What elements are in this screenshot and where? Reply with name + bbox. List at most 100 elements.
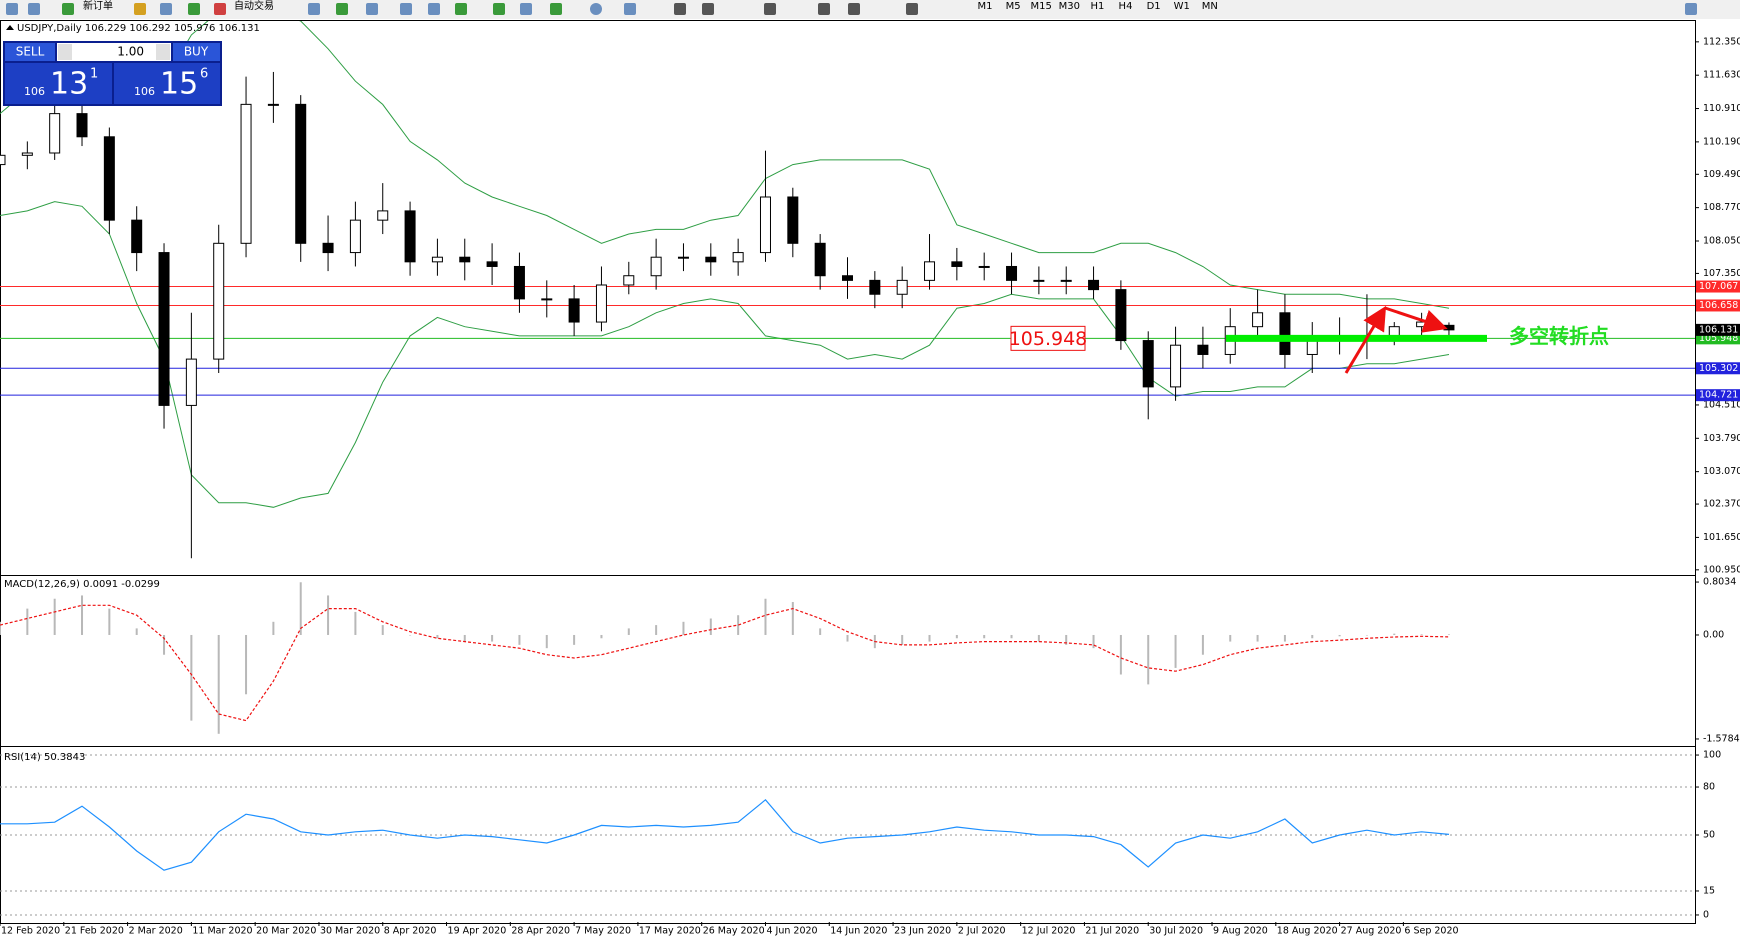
candle-body: [650, 256, 662, 277]
macd-bar: [53, 598, 56, 635]
timeframe[interactable]: MN: [1202, 1, 1218, 12]
timeframe[interactable]: M15: [1031, 1, 1052, 12]
x-tick-label: 12 Feb 2020: [1, 926, 60, 937]
bid-box[interactable]: [5, 63, 112, 104]
x-tick-label: 21 Feb 2020: [65, 926, 124, 937]
macd-bar: [1119, 634, 1122, 675]
collapse-icon[interactable]: [6, 25, 14, 30]
candle-body: [76, 113, 88, 138]
icon[interactable]: [520, 3, 532, 15]
lot-value[interactable]: 1.00: [117, 45, 144, 59]
candle-body: [349, 219, 361, 254]
macd-bar: [518, 634, 521, 645]
ask-box[interactable]: [114, 63, 220, 104]
y-tick-label: 107.350: [1703, 268, 1740, 279]
x-tick-label: 26 May 2020: [703, 926, 765, 937]
icon[interactable]: [1685, 3, 1697, 15]
icon[interactable]: [550, 3, 562, 15]
sell-button[interactable]: [5, 43, 55, 61]
candle-body: [431, 256, 443, 263]
macd-bar: [1147, 634, 1150, 685]
y-tick-label: 80: [1703, 782, 1715, 793]
macd-bar: [190, 634, 193, 721]
level-tag-label: 105.948: [1699, 333, 1738, 344]
candle-body: [1170, 344, 1182, 388]
icon[interactable]: [6, 3, 18, 15]
timeframe[interactable]: M5: [1006, 1, 1021, 12]
candle-body: [1006, 265, 1018, 281]
y-tick-label: 101.650: [1703, 532, 1740, 543]
candle-body: [459, 256, 471, 263]
icon[interactable]: [818, 3, 830, 15]
macd-bar: [791, 602, 794, 635]
y-tick-label: 109.490: [1703, 169, 1740, 180]
macd-bar: [1174, 634, 1177, 668]
icon[interactable]: [702, 3, 714, 15]
icon[interactable]: [624, 3, 636, 15]
icon[interactable]: [906, 3, 918, 15]
icon[interactable]: [336, 3, 348, 15]
bollinger-band: [0, 201, 1450, 508]
icon[interactable]: [188, 3, 200, 15]
candle-body: [185, 358, 197, 406]
x-tick-label: 2 Jul 2020: [958, 926, 1006, 937]
macd-bar: [1283, 634, 1286, 642]
icon[interactable]: [214, 3, 226, 15]
icon[interactable]: [308, 3, 320, 15]
macd-bar: [1447, 634, 1450, 635]
macd-bar: [928, 634, 931, 642]
icon[interactable]: [428, 3, 440, 15]
buy-label[interactable]: BUY: [184, 45, 209, 59]
timeframe[interactable]: M1: [978, 1, 993, 12]
icon[interactable]: [28, 3, 40, 15]
macd-bar: [135, 628, 138, 635]
icon[interactable]: [590, 3, 602, 15]
macd-bar: [409, 634, 412, 636]
candle-body: [814, 242, 826, 277]
icon[interactable]: [674, 3, 686, 15]
macd-bar: [901, 634, 904, 645]
timeframe[interactable]: M30: [1059, 1, 1080, 12]
icon[interactable]: [62, 3, 74, 15]
icon[interactable]: [134, 3, 146, 15]
icon[interactable]: [764, 3, 776, 15]
timeframe[interactable]: D1: [1147, 1, 1161, 12]
buy-button[interactable]: [173, 43, 220, 61]
macd-bar: [1393, 633, 1396, 635]
toolbar-button[interactable]: 自动交易: [234, 0, 274, 12]
icon[interactable]: [848, 3, 860, 15]
sell-label[interactable]: SELL: [16, 45, 45, 59]
x-tick-label: 8 Apr 2020: [384, 926, 437, 937]
timeframe[interactable]: W1: [1174, 1, 1190, 12]
macd-bar: [737, 615, 740, 635]
bid-sup: 1: [90, 67, 98, 82]
candle-body: [623, 275, 635, 286]
icon[interactable]: [455, 3, 467, 15]
lot-input[interactable]: [57, 43, 171, 61]
spin-up[interactable]: [156, 44, 170, 60]
candle-body: [568, 298, 580, 323]
candle-body: [677, 256, 689, 259]
spin-down[interactable]: [58, 44, 72, 60]
x-tick-label: 6 Sep 2020: [1404, 926, 1458, 937]
candle-body: [842, 275, 853, 281]
icon[interactable]: [366, 3, 378, 15]
icon[interactable]: [493, 3, 505, 15]
macd-bar: [436, 634, 439, 639]
icon[interactable]: [400, 3, 412, 15]
rsi-title: RSI(14) 50.3843: [4, 752, 85, 763]
annotation: 多空转折点: [1509, 324, 1609, 348]
icon[interactable]: [160, 3, 172, 15]
x-tick-label: 4 Jun 2020: [766, 926, 817, 937]
timeframe[interactable]: H1: [1090, 1, 1104, 12]
toolbar-button[interactable]: 新订单: [83, 0, 113, 12]
candle-body: [322, 242, 334, 254]
macd-bar: [655, 625, 658, 635]
y-tick-label: 0.00: [1703, 629, 1724, 640]
candle-body: [1197, 344, 1209, 355]
timeframe[interactable]: H4: [1119, 1, 1133, 12]
level-tag: [1696, 280, 1740, 293]
candle-body: [377, 210, 389, 221]
